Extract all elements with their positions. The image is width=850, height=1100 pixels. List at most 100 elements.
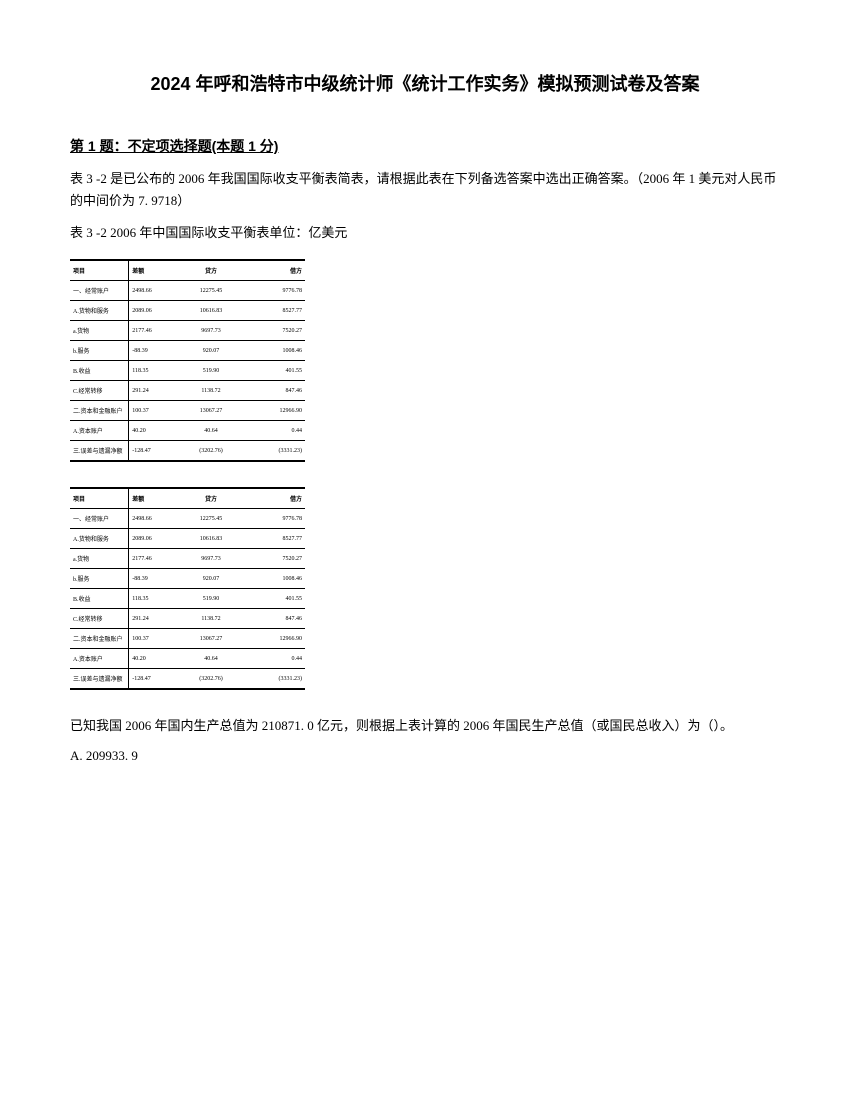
col-header: 项目 — [70, 260, 129, 281]
table-cell: 8527.77 — [246, 529, 305, 549]
question-text: 已知我国 2006 年国内生产总值为 210871. 0 亿元，则根据上表计算的… — [70, 715, 780, 737]
table-row: B.收益118.35519.90401.55 — [70, 589, 305, 609]
table-cell: 8527.77 — [246, 301, 305, 321]
table-cell: 7520.27 — [246, 321, 305, 341]
table-cell: 2177.46 — [129, 321, 176, 341]
table-cell: b.服务 — [70, 341, 129, 361]
table-row: 一、经常账户2498.6612275.459776.78 — [70, 281, 305, 301]
table-cell: -88.39 — [129, 341, 176, 361]
option-a: A. 209933. 9 — [70, 745, 780, 767]
table-cell: 291.24 — [129, 609, 176, 629]
table-cell: b.服务 — [70, 569, 129, 589]
table-row: C.经常转移291.241138.72847.46 — [70, 381, 305, 401]
col-header: 贷方 — [176, 488, 247, 509]
table-cell: 10616.83 — [176, 301, 247, 321]
table-cell: 一、经常账户 — [70, 281, 129, 301]
table-cell: 12966.90 — [246, 401, 305, 421]
table-cell: 13067.27 — [176, 629, 247, 649]
table-cell: 9697.73 — [176, 549, 247, 569]
table-row: a.货物2177.469697.737520.27 — [70, 321, 305, 341]
table-cell: 2177.46 — [129, 549, 176, 569]
col-header: 贷方 — [176, 260, 247, 281]
page-title: 2024 年呼和浩特市中级统计师《统计工作实务》模拟预测试卷及答案 — [70, 70, 780, 96]
col-header: 借方 — [246, 488, 305, 509]
table-row: 二.资本和金融账户100.3713067.2712966.90 — [70, 629, 305, 649]
table-row: 三.误差与遗漏净额-128.47(3202.76)(3331.23) — [70, 441, 305, 462]
table-cell: 118.35 — [129, 589, 176, 609]
table-cell: (3331.23) — [246, 441, 305, 462]
table-cell: 118.35 — [129, 361, 176, 381]
table-cell: 2498.66 — [129, 509, 176, 529]
table-cell: 0.44 — [246, 421, 305, 441]
table-row: 一、经常账户2498.6612275.459776.78 — [70, 509, 305, 529]
table-cell: (3331.23) — [246, 669, 305, 690]
table-cell: 40.64 — [176, 649, 247, 669]
table-cell: B.收益 — [70, 589, 129, 609]
table-cell: -128.47 — [129, 441, 176, 462]
table-cell: 13067.27 — [176, 401, 247, 421]
table-cell: 12275.45 — [176, 281, 247, 301]
table-row: b.服务-88.39920.071008.46 — [70, 569, 305, 589]
table-cell: 1138.72 — [176, 609, 247, 629]
table-cell: 9776.78 — [246, 509, 305, 529]
table-cell: 三.误差与遗漏净额 — [70, 441, 129, 462]
table-row: b.服务-88.39920.071008.46 — [70, 341, 305, 361]
table-caption: 表 3 -2 2006 年中国国际收支平衡表单位：亿美元 — [70, 222, 780, 244]
table-cell: 40.64 — [176, 421, 247, 441]
table-cell: 二.资本和金融账户 — [70, 401, 129, 421]
table-cell: 1138.72 — [176, 381, 247, 401]
table-cell: a.货物 — [70, 549, 129, 569]
table-cell: 40.20 — [129, 649, 176, 669]
balance-table-2: 项目 差额 贷方 借方 一、经常账户2498.6612275.459776.78… — [70, 487, 305, 690]
table-cell: 1008.46 — [246, 569, 305, 589]
table-cell: A.货物和服务 — [70, 301, 129, 321]
col-header: 差额 — [129, 260, 176, 281]
col-header: 差额 — [129, 488, 176, 509]
table-cell: C.经常转移 — [70, 381, 129, 401]
table-row: 二.资本和金融账户100.3713067.2712966.90 — [70, 401, 305, 421]
question-context-1: 表 3 -2 是已公布的 2006 年我国国际收支平衡表简表，请根据此表在下列备… — [70, 168, 780, 212]
table-cell: 10616.83 — [176, 529, 247, 549]
table-cell: 一、经常账户 — [70, 509, 129, 529]
table-cell: (3202.76) — [176, 441, 247, 462]
table-cell: 12275.45 — [176, 509, 247, 529]
table-cell: B.收益 — [70, 361, 129, 381]
table-cell: A.资本账户 — [70, 649, 129, 669]
table-row: A.资本账户40.2040.640.44 — [70, 421, 305, 441]
table-cell: 100.37 — [129, 629, 176, 649]
table-cell: 2498.66 — [129, 281, 176, 301]
table-row: B.收益118.35519.90401.55 — [70, 361, 305, 381]
table-cell: 1008.46 — [246, 341, 305, 361]
section-heading: 第 1 题：不定项选择题(本题 1 分) — [70, 136, 780, 156]
table-cell: 920.07 — [176, 569, 247, 589]
table-row: A.资本账户40.2040.640.44 — [70, 649, 305, 669]
col-header: 项目 — [70, 488, 129, 509]
table-row: C.经常转移291.241138.72847.46 — [70, 609, 305, 629]
table-cell: 920.07 — [176, 341, 247, 361]
table-header-row: 项目 差额 贷方 借方 — [70, 260, 305, 281]
table-cell: 401.55 — [246, 361, 305, 381]
table-cell: 401.55 — [246, 589, 305, 609]
table-cell: 二.资本和金融账户 — [70, 629, 129, 649]
table-cell: 12966.90 — [246, 629, 305, 649]
table-cell: 519.90 — [176, 361, 247, 381]
table-cell: 291.24 — [129, 381, 176, 401]
table-cell: a.货物 — [70, 321, 129, 341]
table-header-row: 项目 差额 贷方 借方 — [70, 488, 305, 509]
table-row: a.货物2177.469697.737520.27 — [70, 549, 305, 569]
table-cell: -88.39 — [129, 569, 176, 589]
table-cell: 9776.78 — [246, 281, 305, 301]
table-cell: 100.37 — [129, 401, 176, 421]
table-cell: 0.44 — [246, 649, 305, 669]
table-row: 三.误差与遗漏净额-128.47(3202.76)(3331.23) — [70, 669, 305, 690]
table-cell: 9697.73 — [176, 321, 247, 341]
table-cell: -128.47 — [129, 669, 176, 690]
table-cell: 2089.06 — [129, 529, 176, 549]
table-cell: 三.误差与遗漏净额 — [70, 669, 129, 690]
table-row: A.货物和服务2089.0610616.838527.77 — [70, 301, 305, 321]
balance-table-1: 项目 差额 贷方 借方 一、经常账户2498.6612275.459776.78… — [70, 259, 305, 462]
table-cell: (3202.76) — [176, 669, 247, 690]
col-header: 借方 — [246, 260, 305, 281]
table-cell: 7520.27 — [246, 549, 305, 569]
table-cell: C.经常转移 — [70, 609, 129, 629]
